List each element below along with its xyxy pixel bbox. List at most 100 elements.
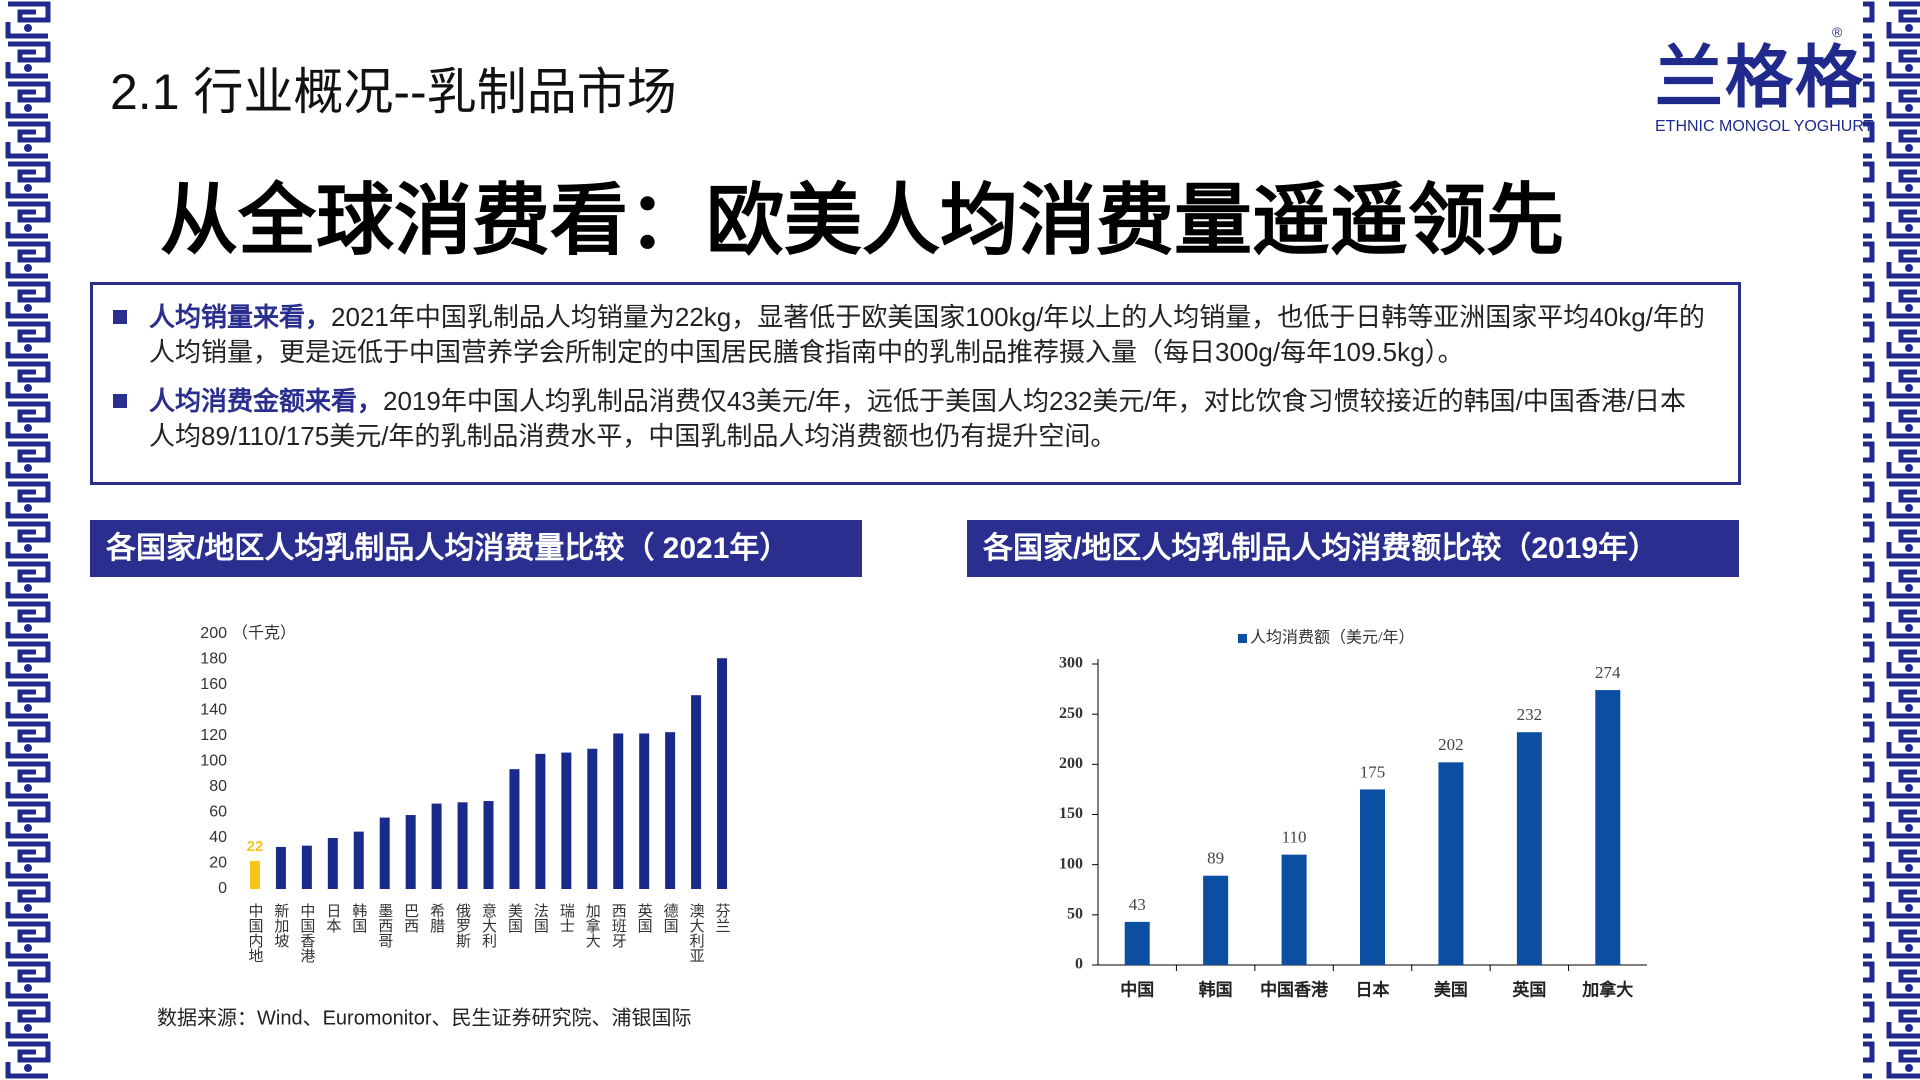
y-tick-label: 80 [209, 778, 227, 795]
x-tick-label: 芬兰 [714, 903, 731, 933]
x-tick-label: 英国 [636, 902, 653, 933]
bar [379, 817, 390, 889]
bar [587, 748, 598, 889]
chart-title: 各国家/地区人均乳制品人均消费额比较（2019年） [967, 520, 1739, 577]
logo-subtitle: ETHNIC MONGOL YOGHURT [1655, 118, 1874, 135]
bar [405, 815, 416, 889]
bar [561, 752, 572, 889]
bar [301, 845, 312, 889]
bar [457, 802, 468, 889]
bar [717, 658, 728, 889]
value-label: 232 [1517, 705, 1543, 724]
bullet-lead: 人均消费金额来看， [149, 386, 384, 416]
x-tick-label: 美国 [506, 903, 523, 933]
bullet-text: 2019年中国人均乳制品消费仅43美元/年，远低于美国人均232美元/年，对比饮… [149, 386, 1687, 451]
y-tick-label: 120 [200, 727, 227, 744]
logo-mark: ® [1832, 24, 1843, 40]
x-tick-label: 德国 [662, 902, 679, 933]
y-tick-label: 180 [200, 651, 227, 668]
bar [353, 831, 364, 889]
y-tick-label: 100 [1059, 855, 1083, 872]
bar [613, 733, 624, 889]
bar [1124, 921, 1150, 965]
y-tick-label: 0 [218, 880, 227, 897]
y-tick-label: 0 [1075, 956, 1083, 973]
y-tick-label: 60 [209, 804, 227, 821]
x-tick-label: 俄罗斯 [454, 903, 471, 949]
logo: 兰格格 [1655, 40, 1866, 116]
bar [249, 860, 260, 889]
bar [665, 732, 676, 889]
bar [431, 803, 442, 889]
bar [1516, 732, 1542, 965]
x-tick-label: 瑞士 [558, 903, 575, 933]
x-tick-label: 新加坡 [272, 903, 289, 948]
y-tick-label: 40 [209, 829, 227, 846]
bar [1438, 762, 1464, 965]
bar [1203, 875, 1229, 965]
bullet: 人均消费金额来看，2019年中国人均乳制品消费仅43美元/年，远低于美国人均23… [113, 384, 1709, 454]
bullet-text: 2021年中国乳制品人均销量为22kg，显著低于欧美国家100kg/年以上的人均… [149, 302, 1705, 367]
bar [1595, 690, 1621, 965]
source-note: 数据来源：Wind、Euromonitor、民生证券研究院、浦银国际 [157, 1006, 692, 1029]
x-tick-label: 墨西哥 [376, 903, 393, 948]
value-label: 110 [1282, 828, 1307, 847]
y-tick-label: 200 [200, 625, 227, 642]
x-tick-label: 韩国 [350, 903, 367, 933]
y-tick-label: 200 [1059, 755, 1083, 772]
x-tick-label: 希腊 [428, 903, 445, 934]
legend-swatch [1238, 634, 1247, 643]
bar [639, 733, 650, 889]
chart-title: 各国家/地区人均乳制品人均消费量比较（ 2021年） [90, 520, 862, 577]
y-axis-label: （千克） [232, 624, 296, 642]
y-tick-label: 20 [209, 855, 227, 872]
y-tick-label: 250 [1059, 705, 1083, 722]
title: 2.1 行业概况--乳制品市场 [110, 64, 677, 120]
x-tick-label: 中国香港 [1260, 979, 1329, 999]
bar [509, 769, 520, 889]
bar [327, 838, 338, 889]
bar [1281, 854, 1307, 965]
x-tick-label: 加拿大 [1581, 979, 1633, 999]
x-tick-label: 韩国 [1199, 979, 1233, 999]
legend-label: 人均消费额（美元/年） [1250, 629, 1414, 647]
bar [691, 695, 702, 889]
y-tick-label: 140 [200, 702, 227, 719]
x-tick-label: 中国内地 [246, 903, 263, 963]
x-tick-label: 法国 [532, 903, 549, 933]
y-tick-label: 160 [200, 676, 227, 693]
value-label: 202 [1438, 735, 1464, 754]
y-tick-label: 50 [1067, 906, 1083, 923]
x-tick-label: 日本 [1356, 979, 1390, 999]
bullet-lead: 人均销量来看， [149, 302, 332, 332]
bar [483, 801, 494, 889]
x-tick-label: 意大利 [480, 902, 497, 948]
y-tick-label: 300 [1059, 655, 1083, 672]
value-label: 43 [1129, 895, 1146, 914]
headline: 从全球消费看：欧美人均消费量遥遥领先 [160, 176, 1565, 264]
x-tick-label: 澳大利亚 [688, 903, 705, 963]
summary-box: 人均销量来看，2021年中国乳制品人均销量为22kg，显著低于欧美国家100kg… [90, 282, 1741, 485]
x-tick-label: 中国香港 [298, 903, 315, 963]
bar [275, 846, 286, 889]
value-label: 89 [1207, 849, 1224, 868]
value-label: 175 [1360, 762, 1386, 781]
value-label: 22 [247, 838, 264, 855]
y-tick-label: 100 [200, 753, 227, 770]
x-tick-label: 西班牙 [610, 903, 627, 949]
bar [535, 753, 546, 889]
x-tick-label: 加拿大 [584, 903, 601, 948]
right-border [1863, 0, 1920, 1080]
bullet: 人均销量来看，2021年中国乳制品人均销量为22kg，显著低于欧美国家100kg… [113, 300, 1709, 370]
x-tick-label: 英国 [1512, 979, 1546, 999]
x-tick-label: 日本 [324, 903, 341, 933]
bar [1360, 789, 1385, 965]
value-label: 274 [1595, 663, 1621, 682]
x-tick-label: 巴西 [402, 903, 419, 933]
left-border [0, 0, 57, 1080]
y-tick-label: 150 [1059, 805, 1083, 822]
x-tick-label: 中国 [1120, 979, 1154, 999]
